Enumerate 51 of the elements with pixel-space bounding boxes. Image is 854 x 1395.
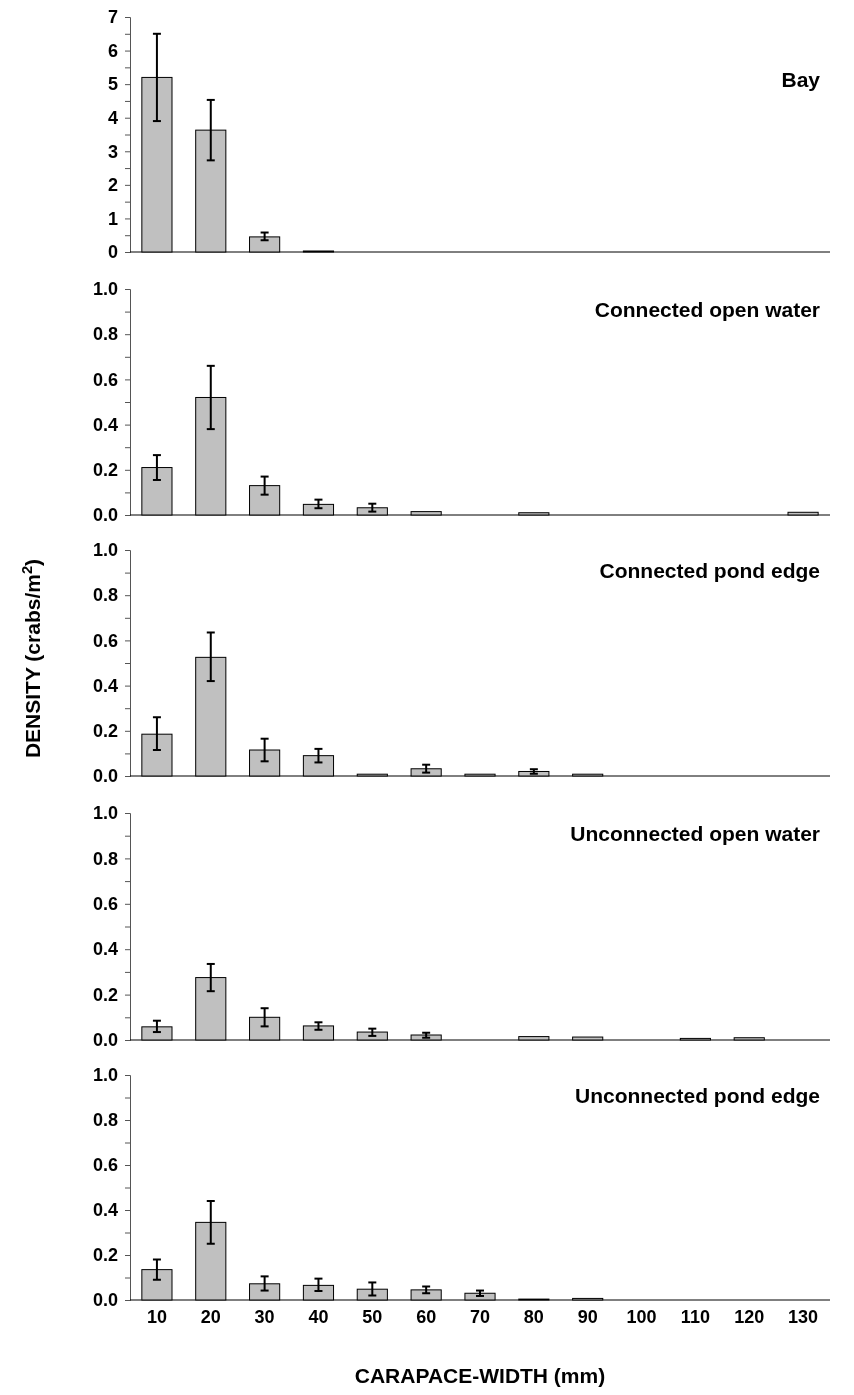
y-tick-label: 0 bbox=[107, 242, 118, 263]
x-tick-label: 70 bbox=[469, 1307, 491, 1327]
y-tick-label: 0.0 bbox=[92, 766, 118, 787]
y-tick-label: 0.4 bbox=[92, 939, 118, 960]
x-tick-label: 60 bbox=[416, 1307, 437, 1327]
y-tick-label: 0.2 bbox=[92, 721, 118, 742]
chart-title: Unconnected pond edge bbox=[574, 1084, 820, 1107]
y-tick-label: 0.2 bbox=[92, 1245, 118, 1266]
x-axis-title: CARAPACE-WIDTH (mm) bbox=[354, 1364, 606, 1387]
chart-title: Connected open water bbox=[594, 298, 820, 321]
y-tick-label: 1.0 bbox=[92, 1065, 118, 1086]
x-tick-label: 90 bbox=[577, 1307, 598, 1327]
y-tick-label: 0.0 bbox=[92, 505, 118, 526]
y-tick-label: 1.0 bbox=[92, 279, 118, 300]
y-tick-label: 0.6 bbox=[92, 369, 118, 390]
y-tick-label: 0.8 bbox=[92, 848, 118, 869]
y-tick-label: 0.6 bbox=[92, 630, 118, 651]
text: Bay bbox=[781, 68, 821, 91]
x-tick-label: 80 bbox=[523, 1307, 544, 1327]
y-tick-label: 4 bbox=[107, 107, 118, 128]
y-tick-label: 2 bbox=[107, 175, 118, 196]
x-tick-label: 130 bbox=[788, 1307, 819, 1327]
y-tick-label: 0.8 bbox=[92, 585, 118, 606]
y-tick-label: 0.4 bbox=[92, 1200, 118, 1221]
y-tick-label: 7 bbox=[107, 7, 118, 28]
x-tick-label: 120 bbox=[734, 1307, 765, 1327]
y-tick-label: 0.6 bbox=[92, 894, 118, 915]
y-tick-label: 5 bbox=[107, 74, 118, 95]
y-tick-label: 1.0 bbox=[92, 803, 118, 824]
y-tick-label: 0.8 bbox=[92, 324, 118, 345]
x-tick-label: 110 bbox=[680, 1307, 710, 1327]
x-tick-label: 30 bbox=[254, 1307, 275, 1327]
y-tick-label: 0.0 bbox=[92, 1290, 118, 1311]
y-tick-label: 0.4 bbox=[92, 414, 118, 435]
y-tick-label: 0.0 bbox=[92, 1030, 118, 1051]
y-tick-label: 0.4 bbox=[92, 675, 118, 696]
x-tick-label: 20 bbox=[200, 1307, 221, 1327]
y-tick-label: 0.6 bbox=[92, 1155, 118, 1176]
x-tick-label: 40 bbox=[308, 1307, 329, 1327]
y-tick-label: 1.0 bbox=[92, 540, 118, 561]
x-tick-label: 50 bbox=[362, 1307, 383, 1327]
x-tick-label: 100 bbox=[626, 1307, 657, 1327]
y-tick-label: 0.2 bbox=[92, 984, 118, 1005]
y-tick-label: 1 bbox=[107, 208, 118, 229]
chart-title: Connected pond edge bbox=[599, 559, 820, 582]
y-tick-label: 3 bbox=[107, 141, 118, 162]
chart-title: Unconnected open water bbox=[570, 822, 820, 845]
x-tick-label: 10 bbox=[146, 1307, 167, 1327]
y-tick-label: 6 bbox=[107, 40, 118, 61]
y-tick-label: 0.2 bbox=[92, 460, 118, 481]
y-tick-label: 0.8 bbox=[92, 1110, 118, 1131]
